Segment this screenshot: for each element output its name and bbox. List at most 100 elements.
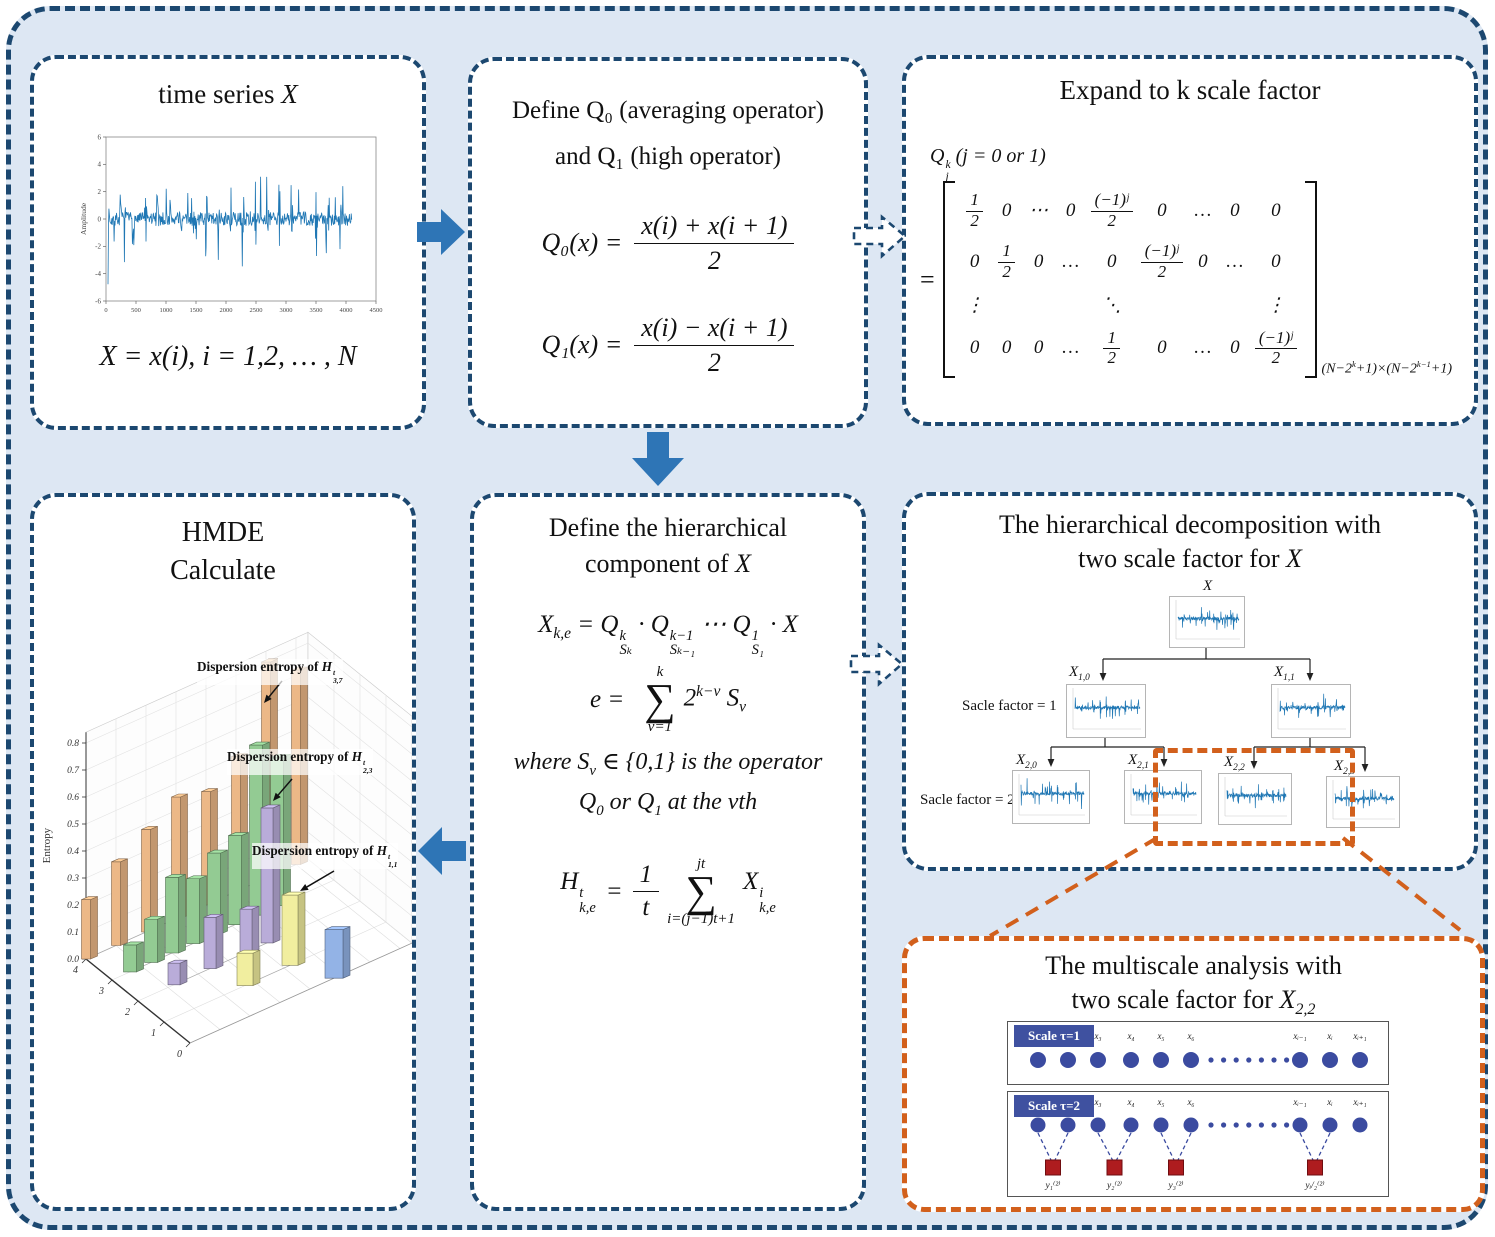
svg-text:Entropy: Entropy bbox=[41, 827, 53, 863]
matrix-cell bbox=[1223, 294, 1247, 316]
svg-text:1000: 1000 bbox=[160, 307, 173, 314]
matrix-cell: 0 bbox=[969, 337, 980, 359]
matrix-cell: (−1)ʲ 2 bbox=[1140, 242, 1183, 281]
svg-text:xᵢ₋₁: xᵢ₋₁ bbox=[1292, 1031, 1306, 1041]
matrix-cell: 0 bbox=[1157, 337, 1167, 359]
matrix-bracket-right bbox=[1304, 181, 1317, 379]
svg-text:y₁⁽²⁾: y₁⁽²⁾ bbox=[1044, 1180, 1061, 1191]
q1-fraction: x(i) − x(i + 1) 2 bbox=[634, 313, 795, 378]
svg-text:0: 0 bbox=[104, 307, 107, 314]
sample-circle bbox=[1352, 1052, 1368, 1068]
q0-equation: Q₀(x) = x(i) + x(i + 1) 2 bbox=[472, 211, 864, 276]
flow-arrow-left-icon bbox=[418, 827, 466, 875]
matrix-cell: 0 bbox=[1271, 199, 1281, 221]
panel-define-operators: Define Q₀ (averaging operator) and Q₁ (h… bbox=[468, 57, 868, 428]
bar3d bbox=[123, 941, 144, 973]
matrix-cell: 0 bbox=[1271, 251, 1281, 273]
svg-text:x₄: x₄ bbox=[1126, 1031, 1134, 1041]
panel-time-series: time series X 6 4 2 0 -2 -4 -6 0 500 1000 1500 2000… bbox=[30, 55, 426, 430]
matrix-cell: 0 bbox=[1157, 199, 1167, 221]
svg-text:-4: -4 bbox=[95, 270, 101, 278]
svg-text:0.2: 0.2 bbox=[67, 901, 79, 911]
svg-text:2500: 2500 bbox=[250, 307, 263, 314]
matrix-cell bbox=[995, 294, 1019, 316]
matrix-cell: 0 bbox=[1065, 199, 1076, 221]
sample-circle bbox=[1060, 1052, 1076, 1068]
svg-text:0.8: 0.8 bbox=[67, 739, 79, 749]
svg-text:6: 6 bbox=[98, 133, 102, 141]
scale-factor-1-label: Sacle factor = 1 bbox=[962, 698, 1057, 714]
matrix-cell: 0 bbox=[1033, 337, 1044, 359]
sample-circle bbox=[1153, 1052, 1169, 1068]
multiscale-title-1: The multiscale analysis with bbox=[1045, 951, 1342, 980]
svg-text:2: 2 bbox=[98, 188, 102, 196]
bar3d bbox=[81, 896, 98, 960]
panel-time-series-title: time series X bbox=[34, 79, 422, 110]
svg-text:2000: 2000 bbox=[220, 307, 233, 314]
hmde-3d-bar-chart: 0.0 0.1 0.2 0.3 0.4 0.5 0.6 0.7 0.8 Entropy 4 3 2 1 0 bbox=[41, 631, 412, 1060]
svg-text:x₄: x₄ bbox=[1126, 1097, 1134, 1107]
bar3d bbox=[260, 804, 281, 944]
matrix-cell: 0 bbox=[1230, 337, 1240, 359]
sample-circle bbox=[1292, 1117, 1308, 1133]
svg-text:4500: 4500 bbox=[370, 307, 383, 314]
tree-plot-x22 bbox=[1218, 773, 1292, 825]
matrix-cell: 0 bbox=[1001, 199, 1012, 221]
svg-text:xᵢ: xᵢ bbox=[1326, 1031, 1333, 1041]
flow-arrow-dashed-right-2-icon bbox=[849, 642, 905, 687]
svg-text:3000: 3000 bbox=[280, 307, 293, 314]
bar3d bbox=[165, 873, 186, 954]
matrix-cell: 0 bbox=[1198, 251, 1208, 273]
svg-text:0.4: 0.4 bbox=[67, 847, 79, 857]
q1-lhs: Q₁(x) = bbox=[541, 330, 623, 360]
svg-text:3500: 3500 bbox=[310, 307, 323, 314]
matrix-dimension: (N−2k+1)×(N−2k−1+1) bbox=[1321, 359, 1452, 377]
bar3d bbox=[144, 915, 165, 963]
svg-text:xᵢ₊₁: xᵢ₊₁ bbox=[1352, 1031, 1366, 1041]
decomposition-title-1: The hierarchical decomposition with bbox=[999, 510, 1381, 539]
coarse-grained-square bbox=[1168, 1159, 1184, 1176]
title-var-x: X bbox=[281, 79, 298, 109]
time-series-formula: X = x(i), i = 1,2, … , N bbox=[99, 341, 357, 372]
matrix-cell bbox=[1027, 294, 1051, 316]
callout-lines bbox=[988, 836, 1462, 938]
svg-text:xᵢ₋₁: xᵢ₋₁ bbox=[1292, 1097, 1306, 1107]
svg-text:Amplitude: Amplitude bbox=[79, 202, 88, 235]
matrix-cell: 0 bbox=[1230, 199, 1240, 221]
sample-circle bbox=[1322, 1052, 1338, 1068]
tree-node-label-x10: X1,0 bbox=[1069, 664, 1090, 683]
matrix-cell: 0 bbox=[1033, 251, 1044, 273]
x22-highlight-box bbox=[1153, 748, 1355, 846]
matrix-cell: … bbox=[1062, 337, 1080, 359]
matrix-grid: 1 2 0 ⋯ 0 (−1)ʲ 2 0… 0 0 0 1 2 0… 0 (−1)ʲ 2 0… 0 ⋮ ⋱ ⋮ 0 0 0… 1 2 0… bbox=[955, 181, 1305, 378]
bar3d bbox=[324, 926, 351, 979]
matrix-cell: 0 bbox=[1106, 251, 1117, 273]
flow-arrow-dashed-right-icon bbox=[852, 214, 908, 259]
matrix-cell: (−1)ʲ 2 bbox=[1090, 190, 1133, 230]
coarse-grained-square bbox=[1045, 1159, 1061, 1176]
sample-circle bbox=[1090, 1052, 1106, 1068]
coarse-grained-square bbox=[1106, 1159, 1123, 1176]
svg-text:x₃: x₃ bbox=[1093, 1031, 1101, 1041]
svg-text:2: 2 bbox=[125, 1007, 130, 1018]
sample-circle bbox=[1090, 1117, 1106, 1133]
scale-2-box: Scale τ=2 x₁x₂x₃x₄x₅x₆xᵢ₋₁xᵢxᵢ₊₁y₁⁽²⁾y₂⁽… bbox=[1007, 1091, 1389, 1197]
tree-connectors bbox=[1047, 646, 1369, 772]
panel-hmde: HMDE Calculate 0.0 0.1 0.2 0.3 0.4 0.5 0.6 0.7 0… bbox=[30, 493, 416, 1211]
bar3d bbox=[239, 905, 260, 953]
svg-text:-2: -2 bbox=[95, 243, 101, 251]
sigma-glyph: ∑ bbox=[644, 675, 676, 724]
tree-plot-x11 bbox=[1271, 684, 1351, 738]
tree-node-label-x20: X2,0 bbox=[1016, 752, 1037, 771]
